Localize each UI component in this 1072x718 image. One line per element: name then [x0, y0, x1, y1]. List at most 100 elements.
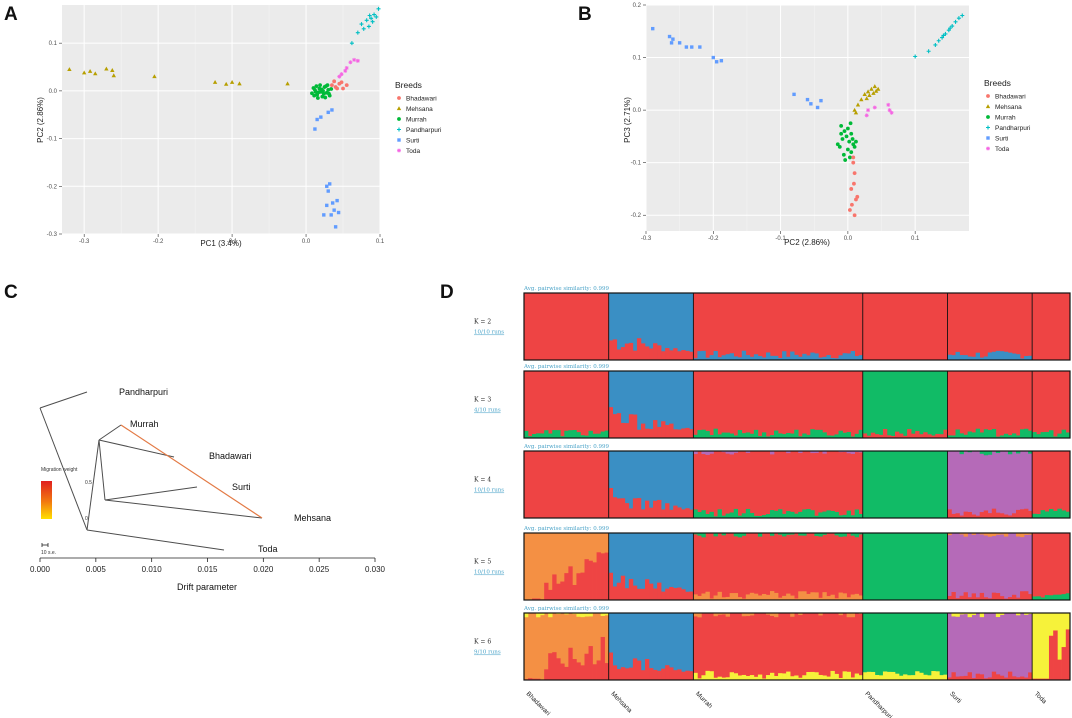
- admixture-segment: [741, 674, 747, 680]
- admixture-segment: [624, 423, 630, 438]
- admixture-segment: [745, 451, 751, 453]
- admixture-segment: [814, 672, 819, 680]
- admixture-segment: [640, 509, 646, 518]
- admixture-segment: [1036, 514, 1041, 518]
- admixture-segment: [693, 594, 698, 600]
- admixture-segment: [858, 451, 864, 453]
- admixture-segment: [806, 671, 811, 680]
- data-point-murrah: [316, 90, 321, 95]
- admixture-segment: [1011, 433, 1017, 438]
- data-point-mehsana: [104, 66, 109, 71]
- legend-key-pandharpuri: [397, 127, 401, 132]
- admixture-segment: [657, 670, 662, 680]
- admixture-segment: [564, 666, 569, 680]
- data-point-surti: [335, 198, 339, 203]
- admixture-segment: [995, 613, 1001, 618]
- runs-link[interactable]: 9/10 runs: [474, 650, 501, 656]
- admixture-segment: [673, 429, 678, 438]
- runs-link[interactable]: 4/10 runs: [474, 408, 501, 414]
- runs-link[interactable]: 10/10 runs: [474, 488, 504, 494]
- admixture-segment: [592, 433, 597, 438]
- row-frame: [523, 612, 1071, 681]
- scale-bar-label: 10 s.e.: [41, 550, 56, 556]
- data-point-murrah: [321, 91, 326, 96]
- admixture-segment: [846, 671, 851, 680]
- admixture-segment: [725, 677, 730, 680]
- legend-key-toda: [986, 146, 990, 151]
- data-point-bhadawari: [335, 86, 340, 91]
- admixture-segment: [1040, 597, 1046, 600]
- k-label: K = 5: [474, 559, 491, 566]
- row-frame: [523, 450, 1071, 519]
- admixture-segment: [814, 592, 819, 600]
- admixture-segment: [979, 674, 985, 680]
- x-tick-label: 0.1: [376, 239, 385, 245]
- admixture-segment: [697, 533, 702, 536]
- scatter-points: [651, 13, 965, 218]
- admixture-segment: [975, 673, 981, 680]
- admixture-segment: [600, 553, 605, 600]
- runs-link[interactable]: 10/10 runs: [474, 330, 504, 336]
- admixture-segment: [1048, 595, 1054, 600]
- admixture-segment: [870, 671, 876, 680]
- admixture-segment: [741, 598, 747, 600]
- admixture-segment: [794, 354, 799, 360]
- admixture-segment: [951, 672, 956, 680]
- admixture-segment: [1048, 430, 1054, 438]
- admixture-segment: [1024, 591, 1029, 600]
- admixture-segment: [774, 355, 779, 360]
- data-point-surti: [326, 110, 330, 115]
- admixture-segment: [729, 672, 735, 680]
- admixture-segment: [673, 588, 678, 600]
- data-point-toda: [872, 105, 877, 110]
- admixture-segment: [749, 433, 755, 438]
- admixture-segment: [689, 591, 694, 600]
- admixture-segment: [1007, 352, 1013, 360]
- admixture-segment: [560, 663, 565, 680]
- admixture-segment: [717, 434, 722, 438]
- admixture-segment: [628, 342, 634, 360]
- admixture-segment: [915, 431, 920, 438]
- data-point-toda: [352, 57, 357, 62]
- legend-key-surti: [986, 136, 990, 140]
- admixture-segment: [987, 598, 993, 600]
- admixture-segment: [745, 594, 751, 600]
- admixture-segment: [544, 669, 549, 680]
- admixture-segment: [790, 676, 795, 680]
- admixture-segment: [967, 356, 972, 360]
- admixture-segment: [749, 675, 755, 680]
- branch-mehsana: [104, 499, 263, 519]
- main-cluster: [1032, 371, 1070, 438]
- data-point-murrah: [839, 123, 844, 128]
- admixture-segment: [584, 435, 589, 438]
- data-point-murrah: [313, 89, 318, 94]
- admixture-segment: [806, 593, 811, 600]
- admixture-segment: [576, 432, 581, 438]
- admixture-segment: [838, 677, 843, 680]
- admixture-segment: [838, 355, 843, 360]
- admixture-segment: [923, 674, 928, 680]
- admixture-segment: [858, 355, 864, 360]
- admixture-segment: [899, 675, 904, 680]
- admixture-segment: [951, 355, 956, 360]
- data-point-mehsana: [87, 69, 93, 73]
- y-tick-label: -0.2: [631, 213, 642, 219]
- admixture-segment: [765, 514, 771, 518]
- population-block-toda: [1031, 293, 1070, 360]
- admixture-segment: [991, 671, 997, 680]
- admixture-segment: [1003, 598, 1009, 600]
- admixture-segment: [967, 597, 972, 600]
- admixture-segment: [701, 510, 706, 518]
- admixture-segment: [733, 508, 739, 518]
- admixture-segment: [580, 613, 585, 618]
- runs-link[interactable]: 10/10 runs: [474, 570, 504, 576]
- admixture-segment: [636, 588, 642, 600]
- main-cluster: [947, 371, 1033, 438]
- admixture-segment: [677, 507, 682, 518]
- admixture-segment: [798, 533, 803, 536]
- axis-ticks: 0.000 0.005 0.010 0.015 0.020 0.025 0.030: [30, 558, 386, 574]
- main-cluster: [947, 533, 1033, 600]
- admixture-segment: [991, 508, 997, 518]
- admixture-segment: [790, 511, 795, 518]
